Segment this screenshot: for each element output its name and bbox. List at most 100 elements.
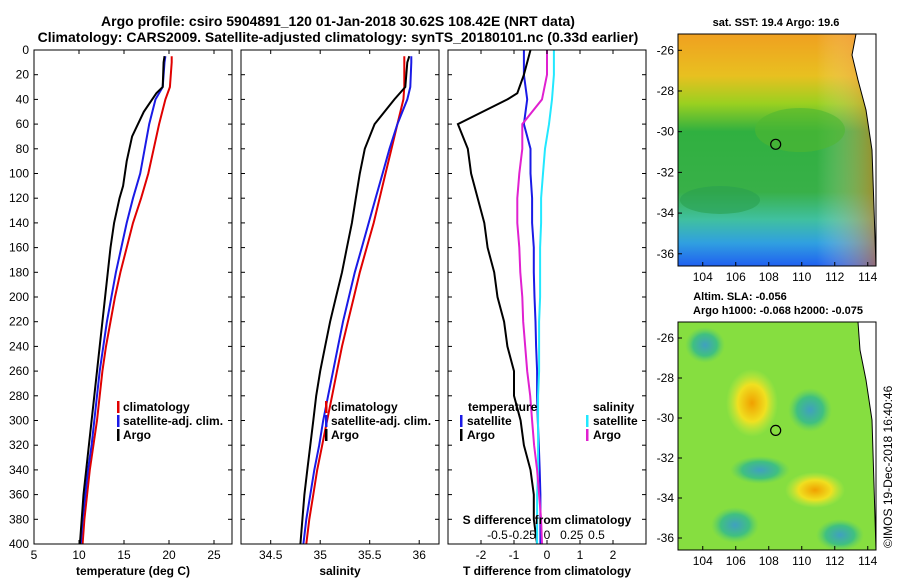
- map-x-tick-label: 112: [825, 270, 844, 284]
- depth-tick-label: 380: [9, 512, 29, 526]
- sst-coastline: [851, 33, 877, 267]
- figure-title-line2: Climatology: CARS2009. Satellite-adjuste…: [38, 29, 639, 45]
- s-diff-tick-label: 0.5: [588, 528, 605, 542]
- depth-tick-label: 340: [9, 463, 29, 477]
- legend-label-argo: Argo: [123, 428, 151, 442]
- imos-credit: ©IMOS 19-Dec-2018 16:40:46: [881, 385, 895, 548]
- map-y-tick-label: -36: [657, 247, 675, 261]
- series-line-temperature-argo: [456, 49, 539, 545]
- map-x-tick-label: 106: [726, 554, 746, 568]
- x-tick-label: 5: [31, 548, 38, 562]
- legend-label-satellite: satellite-adj. clim.: [331, 414, 431, 428]
- depth-tick-label: 140: [9, 216, 29, 230]
- legend-label-climatology: climatology: [123, 400, 190, 414]
- sla-cool-eddy: [788, 388, 832, 432]
- depth-tick-label: 180: [9, 265, 29, 279]
- legend-swatch-s-argo: [586, 429, 589, 441]
- s-difference-label: S difference from climatology: [463, 513, 632, 527]
- depth-axis-labels: 0 20 40 60 80 100 120 140 160 180 200 220 240 260 280 3…: [9, 43, 29, 551]
- difference-legend-salinity: salinity satellite Argo: [586, 400, 638, 442]
- salinity-panel-frame: [240, 49, 440, 545]
- map-y-tick-label: -28: [657, 371, 675, 385]
- map-y-tick-label: -26: [657, 331, 675, 345]
- t-difference-xlabel: T difference from climatology: [463, 564, 631, 578]
- series-line-satellite-adj-clim-: [79, 56, 167, 545]
- s-diff-tick-label: 0.25: [560, 528, 584, 542]
- map-x-tick-label: 110: [792, 270, 811, 284]
- salinity-panel: 34.5 35 35.5 36 salinity climatology satell…: [240, 49, 440, 578]
- sla-map-frame: [677, 321, 877, 551]
- legend-label-argo: Argo: [331, 428, 359, 442]
- x-tick-label: 2: [610, 548, 617, 562]
- sst-map: sat. SST: 19.4 Argo: 19.6 104 106 108 110 11…: [657, 17, 878, 284]
- s-diff-tick-label: -0.5: [487, 528, 508, 542]
- difference-panel: -2 -1 0 1 2 -0.5 -0.25 0 0.25 0.5 S difference fr…: [447, 49, 647, 578]
- legend-swatch-argo: [117, 429, 120, 441]
- x-tick-label: 35.5: [358, 548, 382, 562]
- sla-map-title-line2: Argo h1000: -0.068 h2000: -0.075: [693, 305, 863, 317]
- sla-warm-eddy: [785, 472, 845, 508]
- map-x-tick-label: 110: [792, 554, 811, 568]
- difference-panel-frame: [447, 49, 647, 545]
- series-line-climatology: [305, 56, 406, 545]
- x-tick-label: -1: [509, 548, 520, 562]
- map-x-tick-label: 108: [759, 554, 779, 568]
- depth-tick-label: 320: [9, 438, 29, 452]
- map-y-tick-label: -32: [657, 165, 675, 179]
- legend-label-t-satellite: satellite: [467, 414, 512, 428]
- x-tick-label: 35: [314, 548, 328, 562]
- depth-tick-label: 300: [9, 414, 29, 428]
- figure-title-line1: Argo profile: csiro 5904891_120 01-Jan-2…: [101, 13, 575, 29]
- map-y-tick-label: -30: [657, 125, 675, 139]
- map-x-tick-label: 104: [693, 554, 713, 568]
- series-line-temperature-satellite: [522, 50, 542, 544]
- map-y-tick-label: -26: [657, 43, 675, 57]
- map-x-tick-label: 108: [759, 270, 779, 284]
- legend-swatch-t-argo: [460, 429, 463, 441]
- depth-tick-label: 60: [16, 117, 30, 131]
- sst-patch: [680, 186, 760, 214]
- legend-swatch-satellite: [117, 415, 120, 427]
- legend-swatch-climatology: [117, 401, 120, 413]
- sst-land-australia: [852, 34, 876, 266]
- depth-tick-label: 280: [9, 389, 29, 403]
- legend-title-temperature: temperature: [468, 400, 538, 414]
- sla-map-title-line1: Altim. SLA: -0.056: [693, 291, 787, 303]
- sst-argo-location-marker: [770, 138, 782, 150]
- s-diff-tick-label: -0.25: [509, 528, 537, 542]
- difference-legend-temperature: temperature satellite Argo: [460, 400, 538, 442]
- depth-tick-label: 20: [16, 68, 30, 82]
- map-y-tick-label: -34: [657, 491, 675, 505]
- depth-tick-label: 400: [9, 537, 29, 551]
- map-y-tick-label: -32: [657, 451, 675, 465]
- depth-tick-label: 260: [9, 364, 29, 378]
- depth-tick-label: 360: [9, 488, 29, 502]
- x-tick-label: 15: [117, 548, 131, 562]
- x-tick-label: 25: [207, 548, 221, 562]
- depth-tick-label: 200: [9, 290, 29, 304]
- sla-map: Altim. SLA: -0.056 Argo h1000: -0.068 h2…: [657, 291, 878, 568]
- map-x-tick-label: 112: [825, 554, 844, 568]
- map-x-tick-label: 114: [858, 554, 877, 568]
- legend-swatch-argo: [325, 429, 328, 441]
- series-line-satellite-adj-clim-: [302, 56, 413, 545]
- depth-tick-label: 160: [9, 241, 29, 255]
- series-line-salinity-argo: [516, 50, 548, 545]
- series-line-climatology: [81, 56, 173, 545]
- map-x-tick-label: 114: [858, 270, 877, 284]
- temperature-legend: climatology satellite-adj. clim. Argo: [117, 400, 223, 442]
- sst-map-frame: [677, 33, 877, 267]
- sst-heatmap-coastal-warm: [678, 34, 876, 266]
- map-y-tick-label: -30: [657, 411, 675, 425]
- depth-tick-label: 0: [22, 43, 29, 57]
- salinity-legend: climatology satellite-adj. clim. Argo: [325, 400, 431, 442]
- sla-cool-eddy: [711, 507, 759, 543]
- map-x-tick-label: 106: [726, 270, 746, 284]
- map-x-tick-label: 104: [693, 270, 713, 284]
- salinity-xlabel: salinity: [319, 564, 361, 578]
- legend-swatch-satellite: [325, 415, 328, 427]
- sla-cool-eddy: [816, 519, 864, 551]
- x-tick-label: 36: [413, 548, 427, 562]
- legend-swatch-s-satellite: [586, 415, 589, 427]
- sla-cool-eddy: [730, 456, 790, 484]
